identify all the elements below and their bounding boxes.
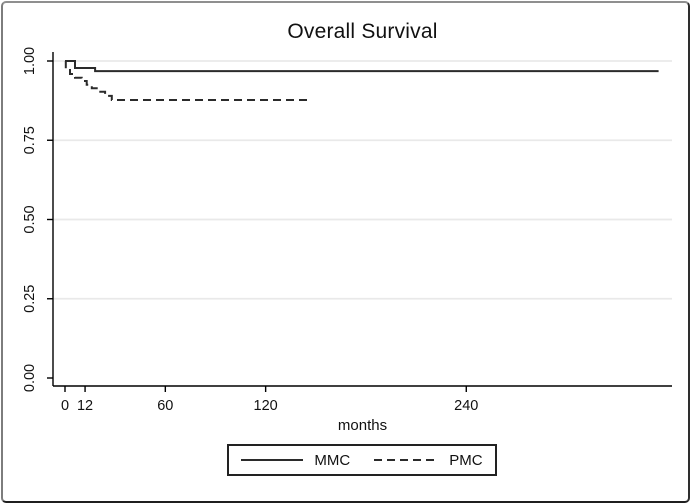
legend: MMC PMC bbox=[227, 444, 497, 476]
x-axis-label: months bbox=[337, 417, 388, 434]
y-tick-label: 0.00 bbox=[22, 364, 38, 392]
x-tick-label: 240 bbox=[454, 398, 478, 414]
x-tick-label: 0 bbox=[61, 398, 69, 414]
mmc-curve bbox=[65, 60, 659, 73]
legend-label-pmc: PMC bbox=[449, 451, 483, 469]
x-tick-label: 60 bbox=[157, 398, 173, 414]
legend-item-pmc: PMC bbox=[374, 451, 483, 469]
y-tick-label: 1.00 bbox=[22, 47, 38, 75]
y-tick-label: 0.50 bbox=[22, 205, 38, 233]
x-tick-label: 120 bbox=[254, 398, 278, 414]
legend-label-mmc: MMC bbox=[314, 451, 351, 469]
mmc-solid-line-sample bbox=[241, 459, 304, 461]
chart-title: Overall Survival bbox=[287, 20, 438, 43]
legend-item-mmc: MMC bbox=[241, 452, 350, 469]
x-tick-label: 12 bbox=[77, 398, 93, 414]
y-tick-label: 0.75 bbox=[22, 126, 38, 154]
pmc-curve bbox=[64, 60, 310, 101]
pmc-dashed-line-sample bbox=[374, 459, 439, 461]
y-tick-label: 0.25 bbox=[22, 285, 38, 313]
